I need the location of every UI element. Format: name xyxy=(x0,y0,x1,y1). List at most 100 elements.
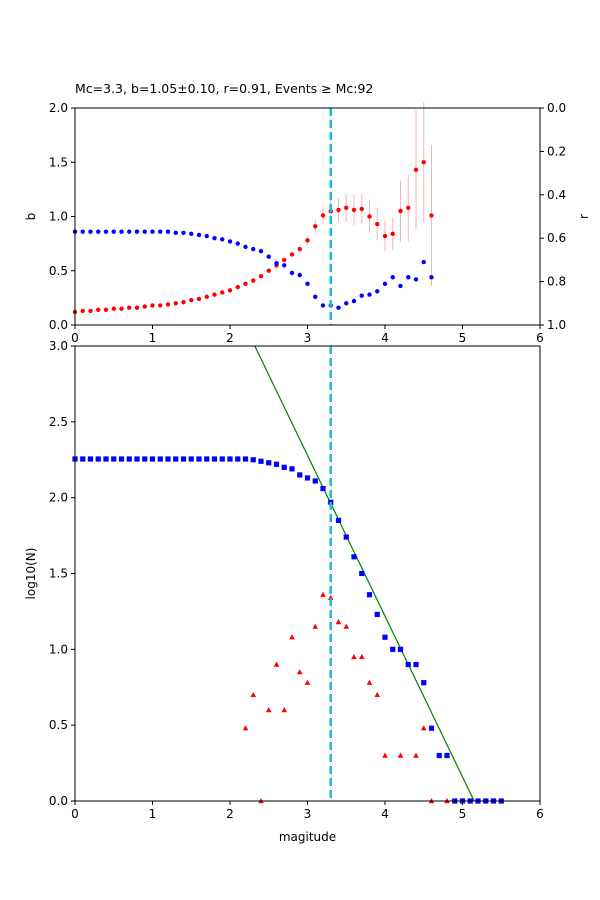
incremental-count-point xyxy=(327,594,334,600)
r-value-point xyxy=(243,244,248,250)
cumulative-count-point xyxy=(173,456,179,462)
cumulative-count-point xyxy=(320,485,326,492)
incremental-count-point xyxy=(397,752,404,758)
y2-tick-label: 0.2 xyxy=(547,144,566,158)
cumulative-count-point xyxy=(343,534,349,540)
cumulative-count-point xyxy=(188,456,194,462)
b-value-point xyxy=(196,296,202,302)
b-value-point xyxy=(181,300,186,305)
y-tick-label: 0.5 xyxy=(49,264,68,278)
r-value-point xyxy=(212,236,217,241)
cumulative-count-point xyxy=(134,456,140,462)
r-value-point xyxy=(398,283,403,289)
r-value-point xyxy=(158,229,163,234)
r-value-point xyxy=(96,229,101,234)
r-value-point xyxy=(204,233,209,239)
r-value-point xyxy=(274,260,279,266)
r-value-point xyxy=(367,292,372,297)
cumulative-count-point xyxy=(242,456,249,462)
top-x-ticks: 0 1 2 3 4 5 6 xyxy=(71,325,544,345)
cumulative-count-point xyxy=(266,460,272,466)
incremental-count-point xyxy=(281,707,288,713)
r-value-point xyxy=(251,246,256,252)
bottom-plot-area xyxy=(72,346,504,804)
incremental-count-point xyxy=(413,752,419,758)
cumulative-count-point xyxy=(235,456,241,462)
r-value-point xyxy=(344,301,349,306)
y-tick-label: 3.0 xyxy=(49,339,68,353)
r-value-point xyxy=(359,293,364,298)
r-value-point xyxy=(196,232,202,238)
cumulative-count-point xyxy=(80,456,86,462)
incremental-count-point xyxy=(289,634,295,640)
cumulative-count-point xyxy=(211,456,218,462)
r-value-point xyxy=(227,239,233,244)
r-value-point xyxy=(390,275,395,280)
top-y-ticks: 0.0 0.5 1.0 1.5 2.0 xyxy=(49,101,75,332)
r-value-point xyxy=(375,289,380,294)
x-tick-label: 1 xyxy=(149,807,157,821)
r-value-point xyxy=(103,229,109,234)
incremental-count-point xyxy=(320,591,326,597)
cumulative-count-point xyxy=(219,456,225,462)
top-y2-axis-label: r xyxy=(577,214,591,219)
b-value-point xyxy=(111,306,116,311)
r-value-point xyxy=(266,254,271,259)
y-tick-label: 2.5 xyxy=(49,415,68,429)
y-tick-label: 1.0 xyxy=(49,210,68,224)
cumulative-count-point xyxy=(142,456,148,462)
b-value-point xyxy=(382,233,388,239)
r-value-point xyxy=(258,249,264,254)
y-tick-label: 1.0 xyxy=(49,642,68,656)
gr-fit-line xyxy=(254,346,475,801)
top-y2-ticks: 0.0 0.2 0.4 0.6 0.8 1.0 xyxy=(540,101,566,332)
r-value-point xyxy=(88,229,93,234)
r-value-point xyxy=(127,229,132,234)
b-value-point xyxy=(243,281,248,286)
x-tick-label: 6 xyxy=(536,807,544,821)
b-value-point xyxy=(127,305,132,310)
bottom-y-axis-label: log10(N) xyxy=(24,548,38,600)
b-value-point xyxy=(266,268,271,273)
b-value-point xyxy=(351,207,357,213)
cumulative-count-point xyxy=(103,456,109,462)
cumulative-count-point xyxy=(95,456,101,462)
b-value-point xyxy=(359,206,364,212)
x-tick-label: 4 xyxy=(381,331,389,345)
cumulative-count-point xyxy=(351,554,357,560)
cumulative-count-point xyxy=(359,570,365,577)
b-value-point xyxy=(413,167,419,173)
r-value-point xyxy=(181,230,186,235)
incremental-count-point xyxy=(358,653,365,660)
b-value-point xyxy=(134,305,140,310)
r-value-point xyxy=(80,229,85,234)
bottom-axes-frame xyxy=(74,345,541,802)
b-value-point xyxy=(235,284,240,290)
cumulative-count-point xyxy=(390,646,396,652)
b-value-point xyxy=(258,273,264,279)
b-value-point xyxy=(96,307,101,313)
b-value-point xyxy=(251,278,256,283)
r-value-point xyxy=(282,263,287,268)
y2-tick-label: 0.4 xyxy=(547,188,566,202)
r-value-point xyxy=(429,275,434,280)
cumulative-count-point xyxy=(258,458,264,464)
cumulative-count-point xyxy=(87,456,94,462)
cumulative-count-point xyxy=(382,634,388,640)
incremental-count-point xyxy=(273,661,280,667)
incremental-count-point xyxy=(242,725,249,731)
y2-tick-label: 0.0 xyxy=(547,101,566,115)
b-value-point xyxy=(421,160,426,165)
b-value-point xyxy=(88,308,93,314)
top-y-axis-label: b xyxy=(24,213,38,221)
cumulative-count-point xyxy=(436,752,442,759)
cumulative-count-point xyxy=(335,517,342,524)
b-value-point xyxy=(204,294,209,299)
cumulative-count-point xyxy=(405,661,411,668)
cumulative-count-point xyxy=(149,456,156,462)
b-value-point xyxy=(165,302,171,307)
top-axes-frame xyxy=(74,107,541,326)
x-tick-label: 2 xyxy=(226,807,234,821)
b-value-point xyxy=(305,238,310,243)
